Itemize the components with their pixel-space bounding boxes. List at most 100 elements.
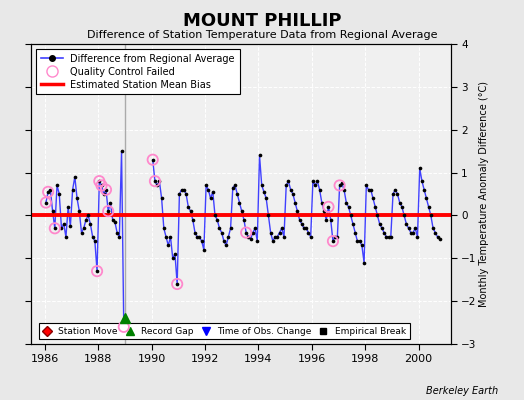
Point [78, 229, 86, 236]
Legend: Station Move, Record Gap, Time of Obs. Change, Empirical Break: Station Move, Record Gap, Time of Obs. C… [39, 323, 410, 340]
Point [220, 238, 228, 244]
Point [329, 238, 337, 244]
Point [148, 156, 157, 163]
Point [273, 234, 281, 240]
Point [300, 225, 308, 232]
Point [119, 324, 128, 330]
Point [169, 255, 177, 262]
Point [337, 180, 346, 186]
Point [393, 191, 401, 197]
Point [211, 212, 219, 219]
Point [313, 178, 322, 184]
Point [376, 221, 384, 227]
Point [427, 212, 435, 219]
Point [69, 186, 77, 193]
Point [222, 242, 231, 249]
Point [307, 234, 315, 240]
Point [257, 182, 266, 189]
Point [400, 212, 408, 219]
Point [82, 216, 90, 223]
Point [191, 229, 199, 236]
Text: Difference of Station Temperature Data from Regional Average: Difference of Station Temperature Data f… [87, 30, 437, 40]
Point [93, 268, 101, 274]
Point [342, 199, 351, 206]
Point [255, 152, 264, 159]
Point [371, 204, 379, 210]
Point [340, 186, 348, 193]
Point [173, 281, 181, 287]
Point [387, 234, 395, 240]
Point [64, 204, 72, 210]
Point [242, 229, 250, 236]
Point [266, 229, 275, 236]
Point [117, 148, 126, 154]
Point [298, 221, 306, 227]
Point [182, 191, 190, 197]
Point [173, 281, 181, 287]
Point [231, 182, 239, 189]
Point [162, 234, 170, 240]
Point [424, 204, 433, 210]
Point [378, 225, 386, 232]
Point [148, 156, 157, 163]
Point [380, 229, 388, 236]
Point [413, 234, 422, 240]
Point [246, 236, 255, 242]
Point [302, 225, 310, 232]
Point [382, 234, 390, 240]
Point [206, 195, 215, 202]
Point [106, 199, 115, 206]
Point [57, 225, 66, 232]
Point [104, 208, 112, 214]
Point [324, 204, 333, 210]
Point [51, 225, 59, 232]
Point [73, 195, 81, 202]
Point [389, 191, 397, 197]
Point [405, 225, 413, 232]
Point [48, 208, 57, 214]
Point [224, 234, 233, 240]
Point [187, 208, 195, 214]
Point [102, 186, 110, 193]
Point [200, 246, 208, 253]
Point [373, 212, 381, 219]
Point [86, 221, 95, 227]
Point [353, 238, 362, 244]
Point [80, 225, 88, 232]
Point [315, 186, 324, 193]
Point [264, 212, 272, 219]
Point [335, 182, 344, 189]
Point [362, 182, 370, 189]
Point [311, 182, 319, 189]
Point [435, 236, 444, 242]
Point [282, 182, 290, 189]
Point [331, 234, 340, 240]
Point [42, 199, 50, 206]
Point [42, 199, 50, 206]
Point [237, 208, 246, 214]
Point [349, 221, 357, 227]
Point [429, 225, 437, 232]
Point [153, 182, 161, 189]
Point [416, 165, 424, 172]
Point [95, 178, 104, 184]
Point [269, 238, 277, 244]
Point [46, 186, 54, 193]
Point [160, 225, 168, 232]
Point [184, 204, 192, 210]
Point [111, 219, 119, 225]
Point [151, 178, 159, 184]
Point [213, 216, 222, 223]
Point [53, 182, 61, 189]
Point [296, 216, 304, 223]
Point [398, 204, 406, 210]
Point [396, 199, 404, 206]
Point [420, 186, 428, 193]
Point [271, 234, 279, 240]
Point [51, 225, 59, 232]
Point [309, 178, 317, 184]
Point [253, 238, 261, 244]
Point [240, 216, 248, 223]
Point [95, 178, 104, 184]
Point [175, 191, 183, 197]
